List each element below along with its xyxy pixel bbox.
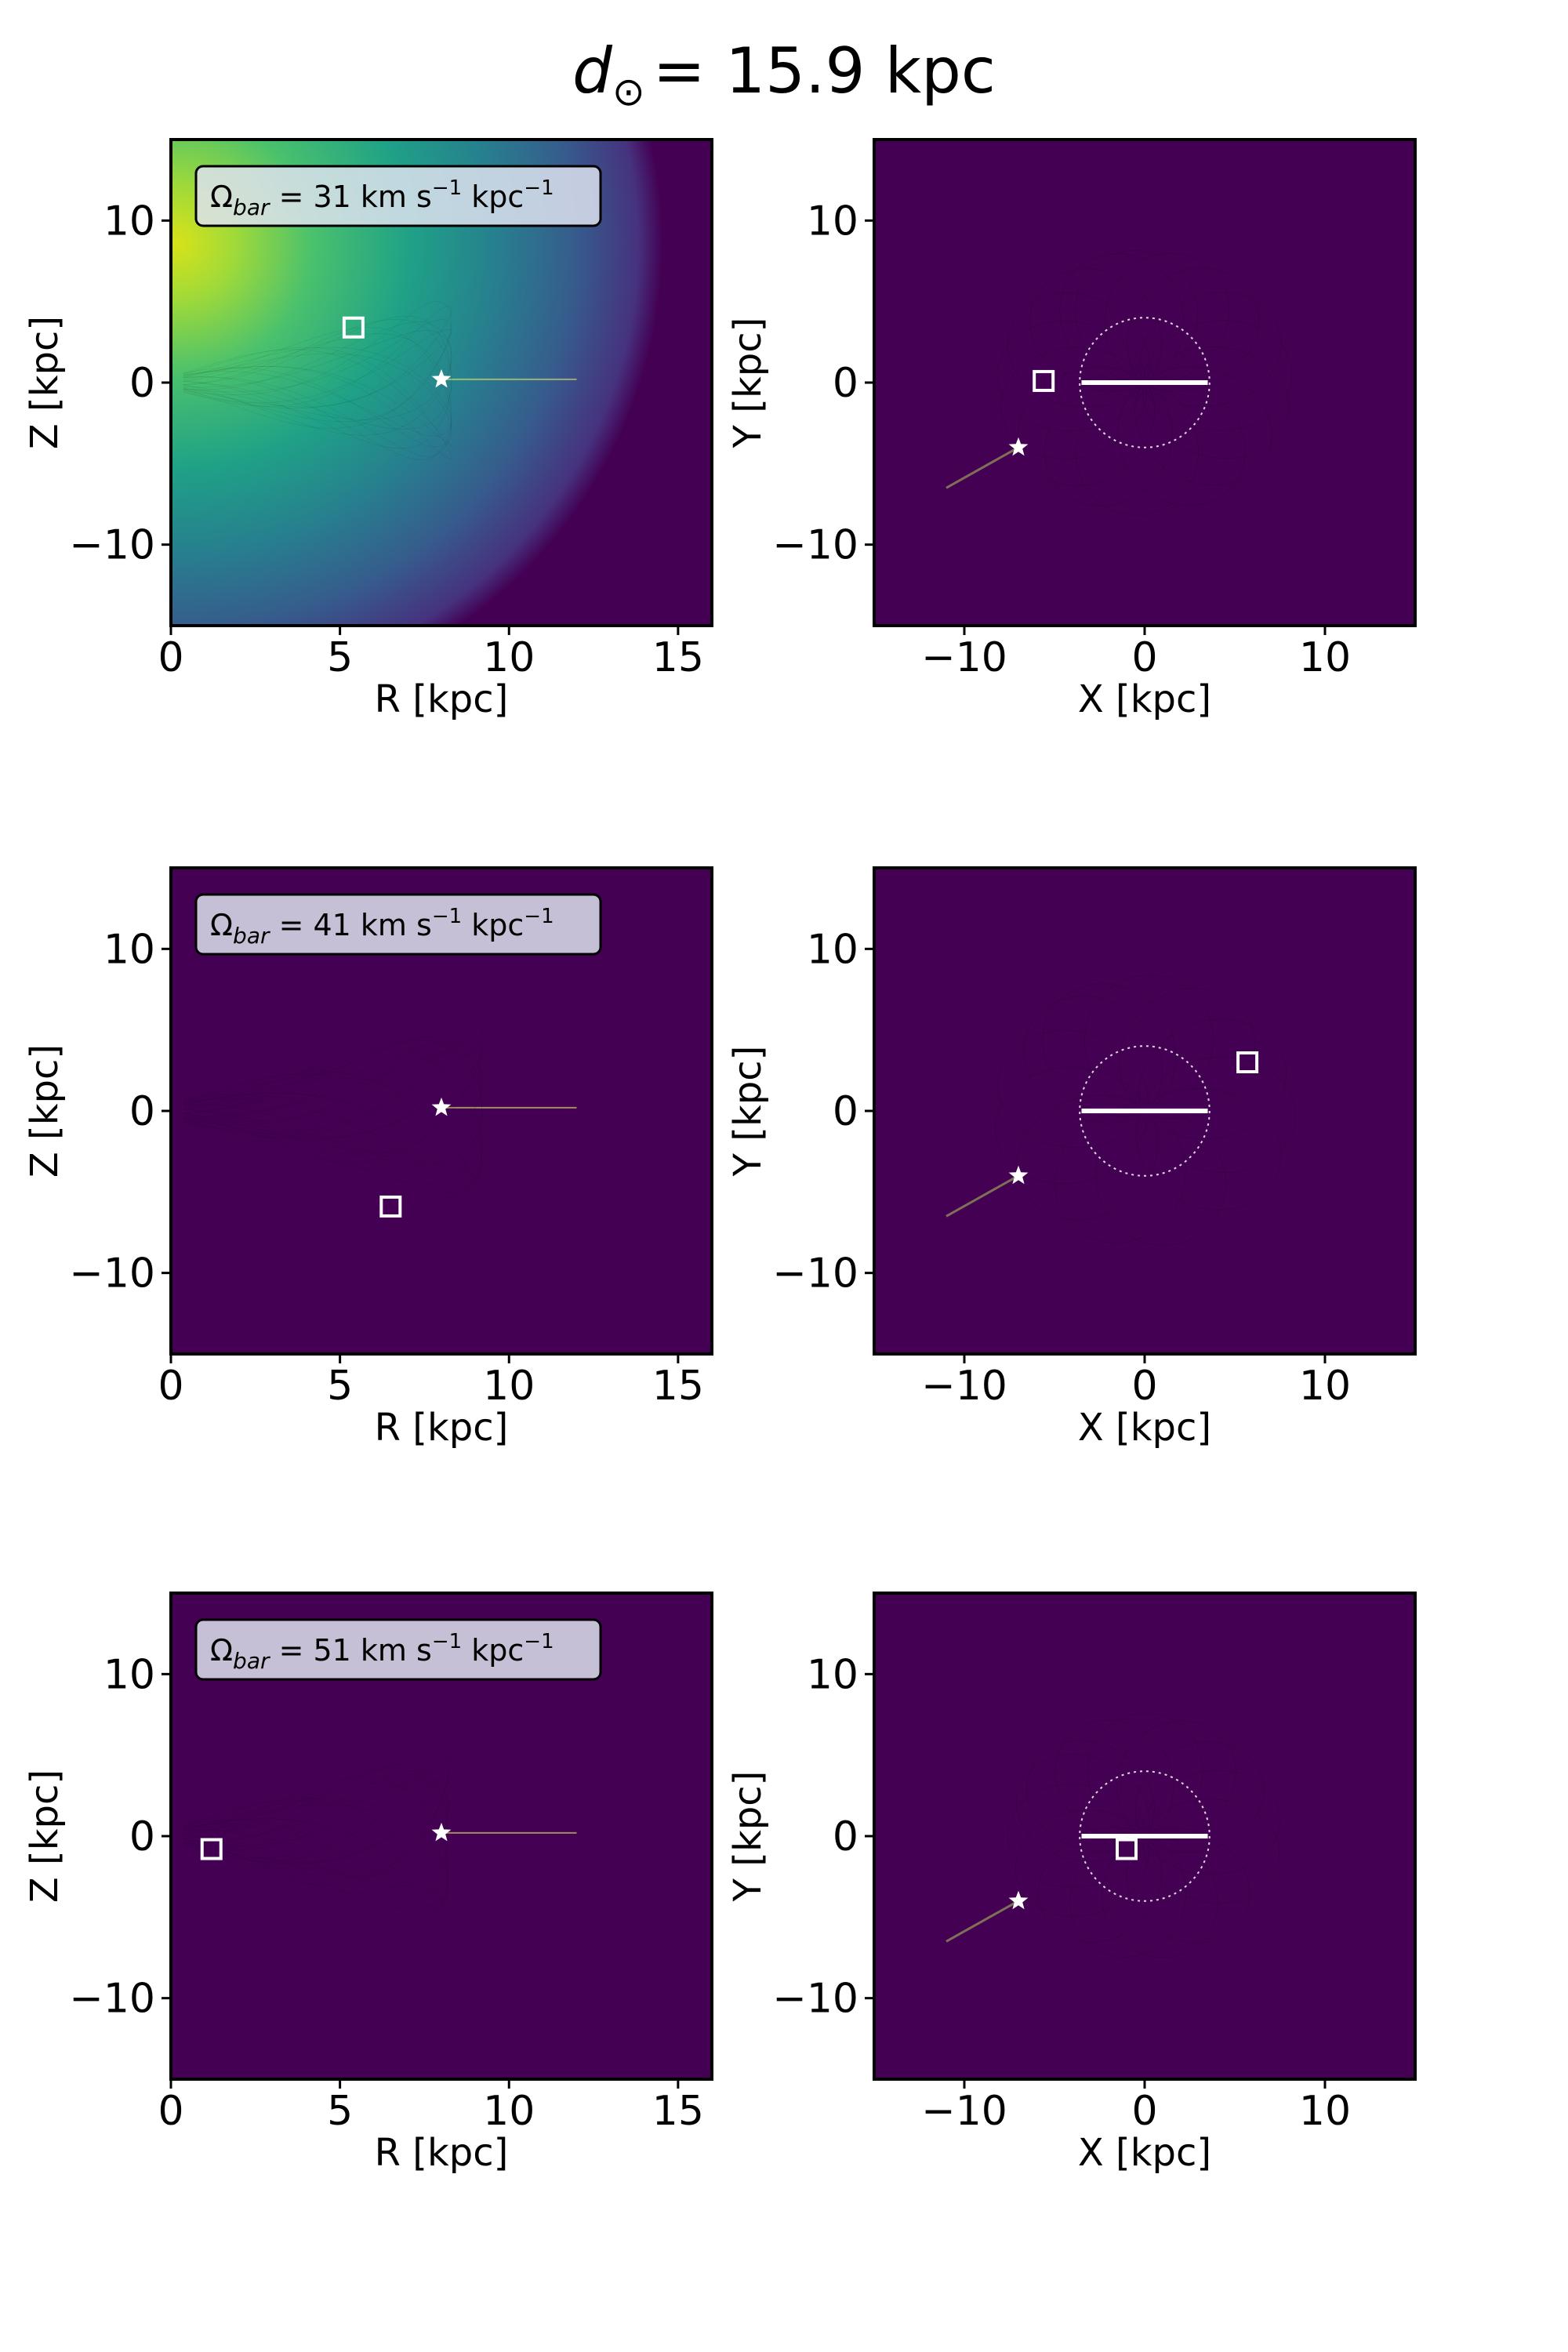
- x-tick-label: 5: [327, 2088, 353, 2135]
- omega-bar-box: [194, 1618, 602, 1681]
- y-tick-label: −10: [772, 522, 858, 569]
- orbit-group: [183, 302, 452, 460]
- corotation-circle: [1079, 1045, 1210, 1177]
- position-marker: [379, 1195, 402, 1218]
- sun-marker: [431, 368, 452, 388]
- panel-row1-right: −10 0 10 −10 0 10 X [kpc] Y [kpc]: [726, 138, 1417, 721]
- sun-marker: [431, 1822, 452, 1842]
- y-tick-label: 0: [833, 360, 858, 407]
- x-tick-label: −10: [921, 1363, 1007, 1410]
- figure-title: d⊙ = 15.9 kpc: [572, 34, 996, 114]
- corotation-circle: [1079, 317, 1210, 448]
- x-tick-label: 10: [483, 634, 535, 681]
- x-tick-label: 15: [652, 2088, 704, 2135]
- x-tick-label: 10: [1299, 2088, 1351, 2135]
- y-tick-label: 0: [129, 1813, 155, 1860]
- orbit-group: [183, 1020, 482, 1197]
- x-axis-label: R [kpc]: [375, 1406, 509, 1450]
- x-tick-label: 15: [652, 634, 704, 681]
- y-axis-label: Z [kpc]: [23, 1044, 67, 1178]
- omega-bar-label: Ωbar = 31 km s−1 kpc−1: [210, 176, 554, 220]
- plot-area: [874, 868, 1415, 1354]
- y-tick-label: 0: [129, 1088, 155, 1135]
- y-tick-label: 10: [807, 1651, 858, 1698]
- y-tick-label: 0: [129, 360, 155, 407]
- y-tick-label: 10: [807, 198, 858, 245]
- x-axis-label: R [kpc]: [375, 677, 509, 721]
- x-tick-label: 5: [327, 1363, 353, 1410]
- y-axis-label: Z [kpc]: [23, 316, 67, 449]
- position-marker: [200, 1838, 223, 1860]
- x-tick-label: 0: [158, 1363, 183, 1410]
- orbit-group: [997, 250, 1292, 515]
- y-tick-label: 10: [103, 1651, 155, 1698]
- sun-marker: [1008, 1890, 1029, 1910]
- streak: [946, 1900, 1019, 1943]
- plot-area: [874, 1593, 1415, 2079]
- panel-row3-right: −10 0 10 −10 0 10 X [kpc] Y [kpc]: [726, 1592, 1417, 2175]
- x-axis-label: X [kpc]: [1078, 677, 1211, 721]
- x-tick-label: 10: [483, 2088, 535, 2135]
- y-tick-label: −10: [69, 522, 155, 569]
- sun-marker: [1008, 437, 1029, 456]
- y-tick-label: 0: [833, 1088, 858, 1135]
- omega-bar-label: Ωbar = 51 km s−1 kpc−1: [210, 1630, 554, 1674]
- y-tick-label: 10: [103, 926, 155, 973]
- omega-bar-box: [194, 893, 602, 956]
- y-axis-label: Z [kpc]: [23, 1769, 67, 1903]
- streak: [946, 1174, 1019, 1218]
- x-tick-label: 0: [1131, 1363, 1157, 1410]
- omega-bar-label: Ωbar = 41 km s−1 kpc−1: [210, 905, 554, 949]
- y-tick-label: −10: [772, 1976, 858, 2023]
- y-tick-label: 10: [807, 926, 858, 973]
- sun-marker: [431, 1097, 452, 1116]
- x-tick-label: 0: [158, 634, 183, 681]
- y-axis-label: Y [kpc]: [726, 1046, 770, 1178]
- position-marker: [1116, 1838, 1138, 1860]
- x-tick-label: 10: [483, 1363, 535, 1410]
- orbit-group: [183, 1748, 448, 1919]
- x-tick-label: 10: [1299, 634, 1351, 681]
- x-tick-label: −10: [921, 634, 1007, 681]
- orbit-trace: [183, 1748, 448, 1919]
- x-tick-label: 15: [652, 1363, 704, 1410]
- x-tick-label: 5: [327, 634, 353, 681]
- x-tick-label: −10: [921, 2088, 1007, 2135]
- y-tick-label: 0: [833, 1813, 858, 1860]
- orbit-trace: [183, 302, 452, 460]
- streak: [946, 446, 1019, 489]
- x-tick-label: 0: [1131, 634, 1157, 681]
- omega-bar-box: [194, 165, 602, 227]
- x-tick-label: 10: [1299, 1363, 1351, 1410]
- x-axis-label: R [kpc]: [375, 2131, 509, 2175]
- plot-area: [874, 140, 1415, 626]
- corotation-circle: [1079, 1770, 1210, 1902]
- y-axis-label: Y [kpc]: [726, 318, 770, 449]
- orbit-group: [1007, 1713, 1279, 1958]
- sun-marker: [1008, 1165, 1029, 1185]
- x-tick-label: 0: [158, 2088, 183, 2135]
- y-tick-label: 10: [103, 198, 155, 245]
- position-marker: [342, 316, 365, 339]
- y-axis-label: Y [kpc]: [726, 1771, 770, 1903]
- orbit-trace: [1007, 1713, 1279, 1958]
- orbit-trace: [997, 250, 1292, 515]
- orbit-trace: [183, 1020, 482, 1197]
- position-marker: [1033, 369, 1055, 392]
- panel-row2-right: −10 0 10 −10 0 10 X [kpc] Y [kpc]: [726, 866, 1417, 1450]
- x-axis-label: X [kpc]: [1078, 1406, 1211, 1450]
- y-tick-label: −10: [772, 1250, 858, 1298]
- x-tick-label: 0: [1131, 2088, 1157, 2135]
- y-tick-label: −10: [69, 1976, 155, 2023]
- y-tick-label: −10: [69, 1250, 155, 1298]
- position-marker: [1236, 1051, 1259, 1073]
- x-axis-label: X [kpc]: [1078, 2131, 1211, 2175]
